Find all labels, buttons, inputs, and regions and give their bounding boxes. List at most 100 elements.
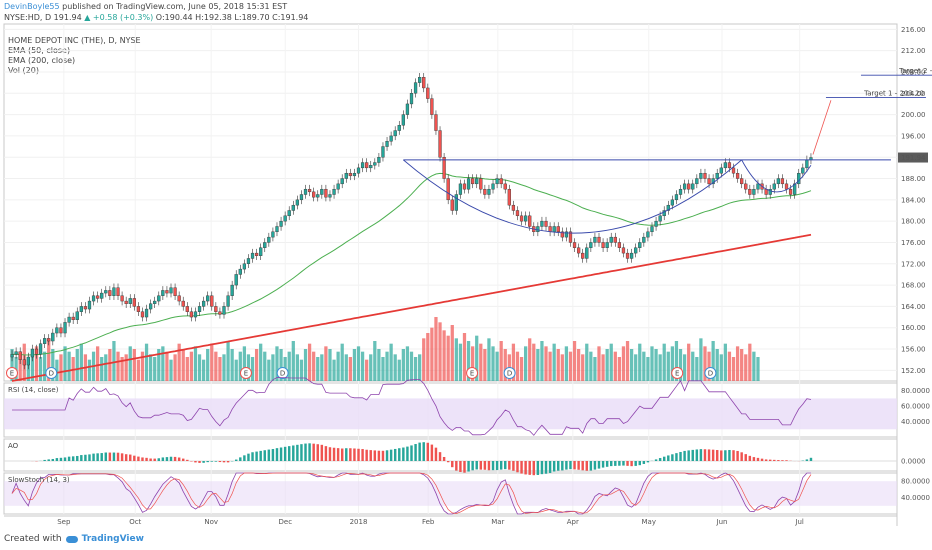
ao-bar	[667, 455, 670, 461]
candle-body	[662, 210, 666, 217]
candle-body	[214, 306, 218, 312]
candle-body	[609, 236, 613, 243]
author-link[interactable]: DevinBoyle55	[4, 2, 60, 11]
candle-body	[234, 274, 238, 286]
candle-body	[723, 162, 727, 169]
volume-bar	[491, 346, 495, 381]
volume-bar	[617, 357, 622, 381]
candle-body	[324, 188, 328, 198]
ao-bar	[247, 453, 250, 461]
event-marker	[466, 367, 479, 379]
volume-bar	[59, 354, 63, 381]
candle-body	[585, 247, 589, 259]
candle-body	[55, 327, 59, 334]
volume-bar	[43, 351, 47, 381]
ao-bar	[573, 461, 576, 470]
price-tick-label: 216.00	[901, 26, 926, 34]
volume-bar	[662, 343, 666, 381]
ao-bar	[744, 454, 747, 461]
volume-bar	[479, 343, 483, 381]
ao-bar	[577, 461, 580, 470]
candle-body	[385, 141, 389, 147]
ao-bar	[438, 452, 442, 461]
event-marker	[6, 367, 18, 379]
volume-bar	[173, 354, 177, 381]
volume-bar	[564, 346, 569, 381]
candle-body	[458, 183, 463, 195]
candle-body	[646, 231, 650, 238]
ao-bar	[365, 449, 368, 461]
candle-body	[226, 295, 230, 307]
candle-body	[658, 215, 662, 222]
ao-bar	[71, 456, 75, 461]
ao-bar	[186, 459, 189, 461]
event-marker-label: E	[244, 370, 248, 378]
volume-bar	[519, 357, 524, 381]
change-text: ▲ +0.58 (+0.3%)	[84, 13, 154, 22]
ao-bar	[675, 453, 678, 461]
ao-bar	[243, 455, 246, 461]
candle-body	[430, 98, 434, 115]
candle-body	[259, 247, 263, 256]
created-with-text: Created with	[4, 534, 62, 544]
candle-body	[613, 236, 617, 243]
candle-body	[369, 165, 373, 169]
candle-body	[422, 77, 426, 89]
candle-body	[560, 231, 564, 238]
ao-bar	[104, 452, 108, 461]
candle-body	[715, 172, 719, 179]
event-marker	[671, 367, 684, 379]
volume-bar	[670, 346, 675, 381]
volume-bar	[34, 346, 39, 381]
ao-bar	[51, 458, 55, 461]
candle-body	[356, 167, 361, 174]
ao-bar	[340, 448, 344, 461]
ao-bar	[414, 444, 417, 461]
volume-bar	[699, 338, 703, 381]
candle-body	[38, 343, 43, 355]
event-marker-label: D	[708, 370, 713, 378]
candle-body	[287, 210, 291, 217]
event-marker-label: D	[49, 370, 54, 378]
candle-body	[144, 308, 149, 318]
candle-body	[589, 242, 593, 248]
candle-body	[91, 295, 96, 302]
candle-body	[193, 311, 198, 318]
candle-body	[621, 247, 626, 254]
volume-bar	[63, 346, 67, 381]
ao-bar	[768, 459, 772, 461]
event-marker-label: E	[470, 370, 474, 378]
price-tick-label: 168.00	[901, 282, 926, 290]
volume-bar	[67, 351, 71, 381]
ao-bar	[504, 461, 507, 470]
candle-body	[776, 178, 780, 185]
ao-bar	[263, 450, 266, 461]
ao-bar	[614, 461, 617, 466]
ao-bar	[499, 461, 503, 470]
ao-pane-frame	[3, 438, 898, 472]
ao-bar	[410, 445, 413, 461]
candle-body	[548, 226, 552, 233]
candle-body	[731, 167, 736, 174]
volume-bar	[10, 349, 14, 381]
candle-body	[71, 316, 75, 320]
price-tick-label: 200.00	[901, 111, 926, 119]
volume-bar	[495, 351, 499, 381]
ao-bar	[377, 450, 381, 461]
candle-body	[752, 188, 756, 195]
volume-bar	[401, 349, 405, 381]
ao-bar	[271, 449, 275, 461]
ao-bar	[353, 448, 356, 461]
candle-body	[279, 220, 283, 227]
volume-bar	[79, 343, 83, 381]
candle-body	[377, 157, 381, 163]
ao-bar	[214, 461, 218, 462]
ohlc-text: O:190.44 H:192.38 L:189.70 C:191.94	[155, 13, 309, 22]
candle-body	[63, 322, 67, 334]
candle-body	[365, 162, 369, 169]
volume-bar	[646, 357, 650, 381]
candle-body	[83, 306, 88, 310]
tradingview-brand[interactable]: TradingView	[81, 534, 144, 544]
candle-body	[678, 188, 683, 195]
